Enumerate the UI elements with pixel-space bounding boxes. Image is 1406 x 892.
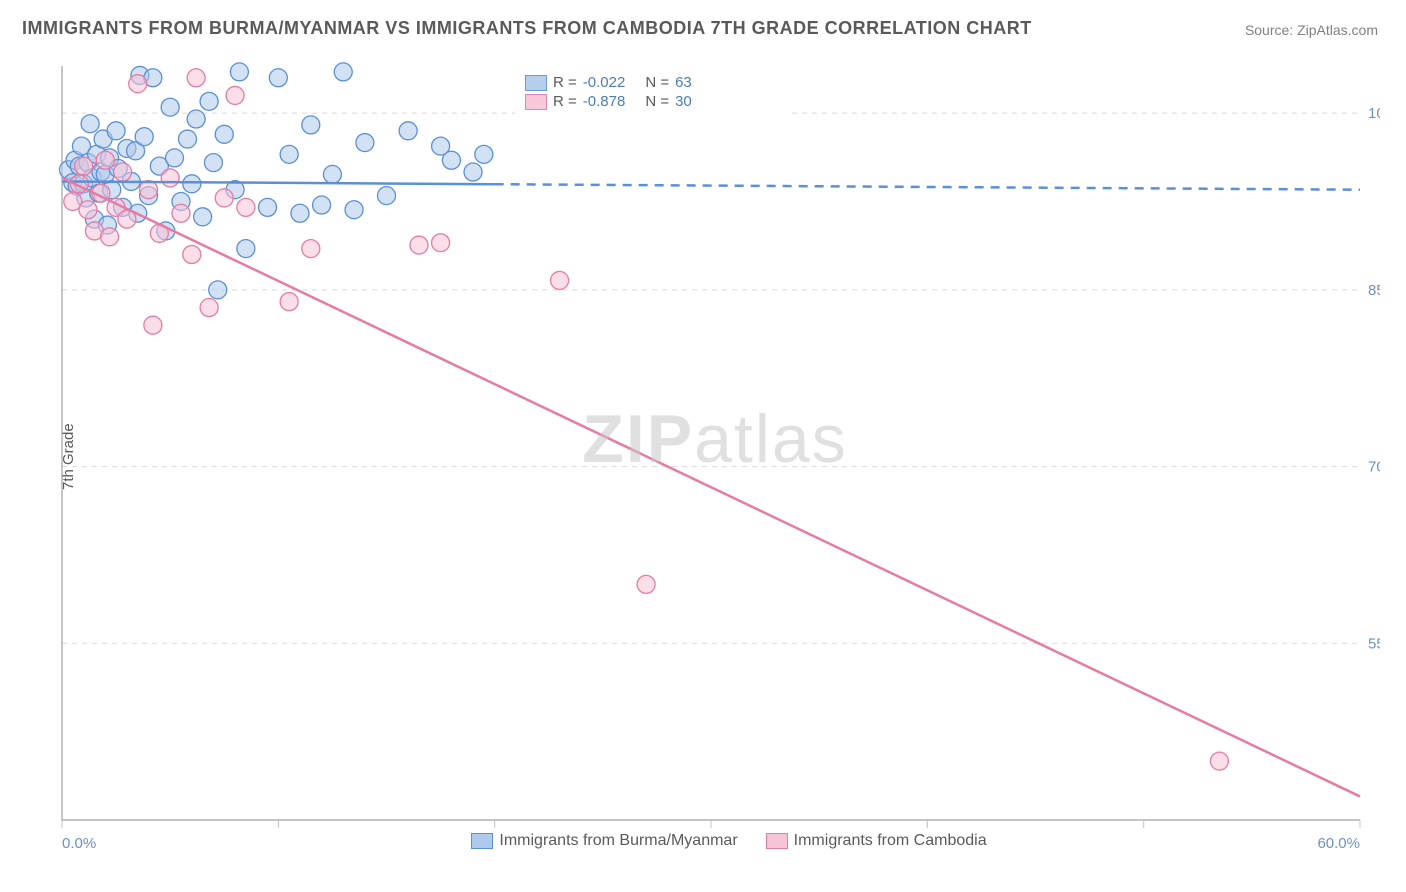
n-value: 63 bbox=[675, 74, 692, 91]
svg-text:85.0%: 85.0% bbox=[1368, 282, 1380, 299]
legend-row: R = -0.022 N = 63 bbox=[525, 74, 780, 91]
svg-text:100.0%: 100.0% bbox=[1368, 105, 1380, 122]
legend-swatch bbox=[766, 833, 788, 849]
series-name: Immigrants from Cambodia bbox=[794, 832, 987, 849]
chart-area: 7th Grade 55.0%70.0%85.0%100.0%0.0%60.0%… bbox=[50, 60, 1380, 850]
source-link[interactable]: ZipAtlas.com bbox=[1297, 22, 1378, 38]
n-label: N = bbox=[645, 74, 669, 91]
r-value: -0.878 bbox=[583, 93, 626, 110]
r-label: R = bbox=[553, 74, 577, 91]
chart-title: IMMIGRANTS FROM BURMA/MYANMAR VS IMMIGRA… bbox=[22, 18, 1032, 39]
svg-text:70.0%: 70.0% bbox=[1368, 459, 1380, 476]
source-attribution: Source: ZipAtlas.com bbox=[1245, 22, 1378, 38]
series-name: Immigrants from Burma/Myanmar bbox=[499, 832, 737, 849]
scatter-plot: 55.0%70.0%85.0%100.0%0.0%60.0% bbox=[50, 60, 1380, 850]
correlation-legend: R = -0.022 N = 63 R = -0.878 N = 30 bbox=[515, 70, 790, 114]
legend-swatch bbox=[525, 75, 547, 91]
r-label: R = bbox=[553, 93, 577, 110]
legend-row: R = -0.878 N = 30 bbox=[525, 93, 780, 110]
legend-swatch bbox=[471, 833, 493, 849]
series-legend: Immigrants from Burma/Myanmar Immigrants … bbox=[50, 832, 1380, 850]
legend-swatch bbox=[525, 94, 547, 110]
source-prefix: Source: bbox=[1245, 22, 1297, 38]
n-label: N = bbox=[645, 93, 669, 110]
r-value: -0.022 bbox=[583, 74, 626, 91]
n-value: 30 bbox=[675, 93, 692, 110]
svg-text:55.0%: 55.0% bbox=[1368, 635, 1380, 652]
